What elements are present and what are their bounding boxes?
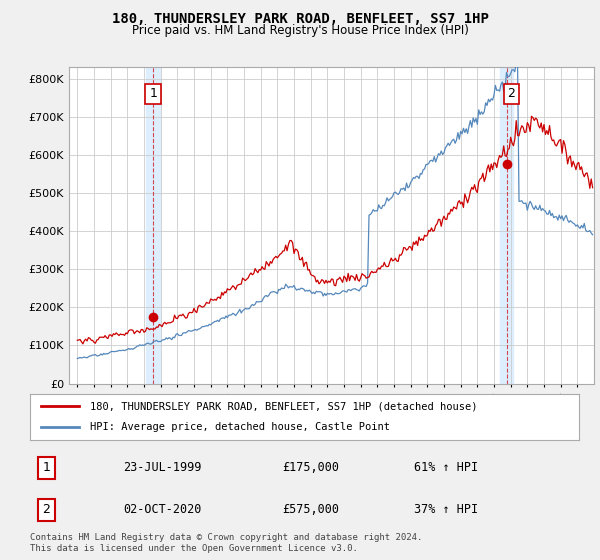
Text: HPI: Average price, detached house, Castle Point: HPI: Average price, detached house, Cast… bbox=[91, 422, 391, 432]
Text: 2: 2 bbox=[508, 87, 515, 100]
Text: 37% ↑ HPI: 37% ↑ HPI bbox=[414, 503, 478, 516]
Text: Contains HM Land Registry data © Crown copyright and database right 2024.
This d: Contains HM Land Registry data © Crown c… bbox=[30, 533, 422, 553]
Bar bbox=[146, 67, 160, 384]
Text: 1: 1 bbox=[43, 461, 50, 474]
Text: Price paid vs. HM Land Registry's House Price Index (HPI): Price paid vs. HM Land Registry's House … bbox=[131, 24, 469, 37]
Text: 1: 1 bbox=[149, 87, 157, 100]
Text: £575,000: £575,000 bbox=[283, 503, 340, 516]
Text: 180, THUNDERSLEY PARK ROAD, BENFLEET, SS7 1HP: 180, THUNDERSLEY PARK ROAD, BENFLEET, SS… bbox=[112, 12, 488, 26]
Bar bbox=[500, 67, 513, 384]
Text: 2: 2 bbox=[43, 503, 50, 516]
Text: 61% ↑ HPI: 61% ↑ HPI bbox=[414, 461, 478, 474]
Text: 23-JUL-1999: 23-JUL-1999 bbox=[124, 461, 202, 474]
Text: £175,000: £175,000 bbox=[283, 461, 340, 474]
Text: 02-OCT-2020: 02-OCT-2020 bbox=[124, 503, 202, 516]
Text: 180, THUNDERSLEY PARK ROAD, BENFLEET, SS7 1HP (detached house): 180, THUNDERSLEY PARK ROAD, BENFLEET, SS… bbox=[91, 401, 478, 411]
